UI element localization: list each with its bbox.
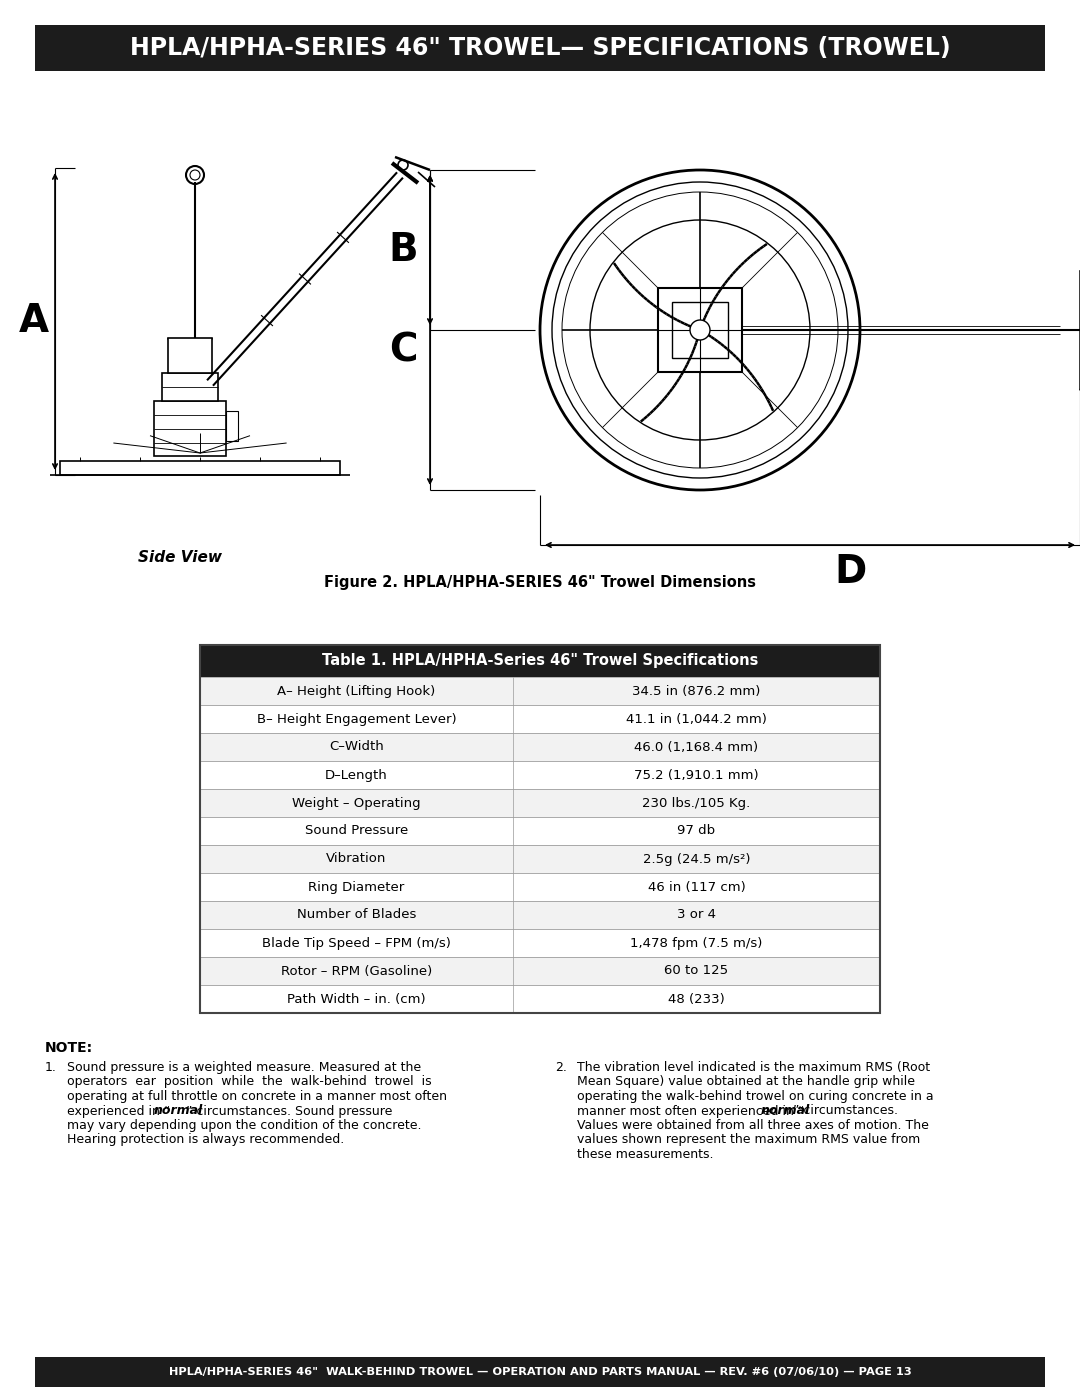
Text: Path Width – in. (cm): Path Width – in. (cm) [287, 992, 426, 1006]
Text: 46 in (117 cm): 46 in (117 cm) [648, 880, 745, 894]
Text: NOTE:: NOTE: [45, 1041, 93, 1055]
Text: 75.2 (1,910.1 mm): 75.2 (1,910.1 mm) [634, 768, 759, 781]
Bar [658, 288, 742, 372]
Text: manner most often experienced in “: manner most often experienced in “ [577, 1105, 805, 1118]
Text: may vary depending upon the condition of the concrete.: may vary depending upon the condition of… [67, 1119, 421, 1132]
Text: 60 to 125: 60 to 125 [664, 964, 729, 978]
Text: Ring Diameter: Ring Diameter [308, 880, 405, 894]
Text: Mean Square) value obtained at the handle grip while: Mean Square) value obtained at the handl… [577, 1076, 915, 1088]
Text: B: B [389, 231, 418, 270]
Text: Table 1. HPLA/HPHA-Series 46" Trowel Specifications: Table 1. HPLA/HPHA-Series 46" Trowel Spe… [322, 654, 758, 669]
Bar [200, 645, 880, 678]
Text: normal: normal [153, 1105, 203, 1118]
Bar [200, 845, 880, 873]
Circle shape [690, 320, 710, 339]
Text: 3 or 4: 3 or 4 [677, 908, 716, 922]
Text: A: A [18, 303, 49, 341]
Text: Sound pressure is a weighted measure. Measured at the: Sound pressure is a weighted measure. Me… [67, 1060, 421, 1074]
Bar [200, 957, 880, 985]
Text: 230 lbs./105 Kg.: 230 lbs./105 Kg. [643, 796, 751, 809]
Bar [200, 901, 880, 929]
Text: B– Height Engagement Lever): B– Height Engagement Lever) [257, 712, 456, 725]
Bar [200, 705, 880, 733]
Text: 34.5 in (876.2 mm): 34.5 in (876.2 mm) [632, 685, 760, 697]
Text: operators  ear  position  while  the  walk-behind  trowel  is: operators ear position while the walk-be… [67, 1076, 432, 1088]
Text: Sound Pressure: Sound Pressure [305, 824, 408, 837]
Text: C: C [390, 331, 418, 369]
Text: values shown represent the maximum RMS value from: values shown represent the maximum RMS v… [577, 1133, 920, 1147]
Text: 48 (233): 48 (233) [669, 992, 725, 1006]
Bar [154, 401, 226, 455]
Text: operating at full throttle on concrete in a manner most often: operating at full throttle on concrete i… [67, 1090, 447, 1104]
Circle shape [190, 170, 200, 180]
Text: 41.1 in (1,044.2 mm): 41.1 in (1,044.2 mm) [626, 712, 767, 725]
Bar [672, 302, 728, 358]
Text: Side View: Side View [138, 550, 222, 564]
Text: HPLA/HPHA-SERIES 46" TROWEL— SPECIFICATIONS (TROWEL): HPLA/HPHA-SERIES 46" TROWEL— SPECIFICATI… [130, 36, 950, 60]
Text: C–Width: C–Width [329, 740, 383, 753]
Text: 46.0 (1,168.4 mm): 46.0 (1,168.4 mm) [634, 740, 758, 753]
Text: 97 db: 97 db [677, 824, 715, 837]
Text: ” circumstances. Sound pressure: ” circumstances. Sound pressure [186, 1105, 392, 1118]
Circle shape [186, 166, 204, 184]
Bar [162, 373, 218, 401]
Text: normal: normal [760, 1105, 810, 1118]
Text: ” circumstances.: ” circumstances. [793, 1105, 897, 1118]
Text: The vibration level indicated is the maximum RMS (Root: The vibration level indicated is the max… [577, 1060, 930, 1074]
Text: 2.5g (24.5 m/s²): 2.5g (24.5 m/s²) [643, 852, 751, 866]
Bar [200, 678, 880, 705]
Text: D: D [834, 553, 866, 591]
Text: experienced in “: experienced in “ [67, 1105, 171, 1118]
Text: 1.: 1. [45, 1060, 57, 1074]
Text: Rotor – RPM (Gasoline): Rotor – RPM (Gasoline) [281, 964, 432, 978]
Bar [200, 789, 880, 817]
Text: 2.: 2. [555, 1060, 567, 1074]
Text: HPLA/HPHA-SERIES 46"  WALK-BEHIND TROWEL — OPERATION AND PARTS MANUAL — REV. #6 : HPLA/HPHA-SERIES 46" WALK-BEHIND TROWEL … [168, 1368, 912, 1377]
Bar [200, 645, 880, 1013]
Text: Figure 2. HPLA/HPHA-SERIES 46" Trowel Dimensions: Figure 2. HPLA/HPHA-SERIES 46" Trowel Di… [324, 576, 756, 590]
Text: Number of Blades: Number of Blades [297, 908, 416, 922]
Circle shape [399, 161, 408, 170]
Bar [226, 411, 238, 441]
Bar [168, 338, 212, 373]
Text: these measurements.: these measurements. [577, 1148, 714, 1161]
Bar [200, 733, 880, 761]
Bar [200, 929, 880, 957]
Text: operating the walk-behind trowel on curing concrete in a: operating the walk-behind trowel on curi… [577, 1090, 933, 1104]
Text: Blade Tip Speed – FPM (m/s): Blade Tip Speed – FPM (m/s) [262, 936, 450, 950]
Text: Weight – Operating: Weight – Operating [292, 796, 421, 809]
Text: Hearing protection is always recommended.: Hearing protection is always recommended… [67, 1133, 345, 1147]
Text: Vibration: Vibration [326, 852, 387, 866]
Bar [60, 461, 340, 475]
Bar [35, 25, 1045, 71]
Text: experienced in “: experienced in “ [67, 1105, 171, 1118]
Text: Values were obtained from all three axes of motion. The: Values were obtained from all three axes… [577, 1119, 929, 1132]
Bar [200, 985, 880, 1013]
Bar [200, 761, 880, 789]
Text: 1,478 fpm (7.5 m/s): 1,478 fpm (7.5 m/s) [631, 936, 762, 950]
Bar [200, 817, 880, 845]
Text: A– Height (Lifting Hook): A– Height (Lifting Hook) [278, 685, 435, 697]
Bar [200, 873, 880, 901]
Bar [35, 1356, 1045, 1387]
Text: D–Length: D–Length [325, 768, 388, 781]
